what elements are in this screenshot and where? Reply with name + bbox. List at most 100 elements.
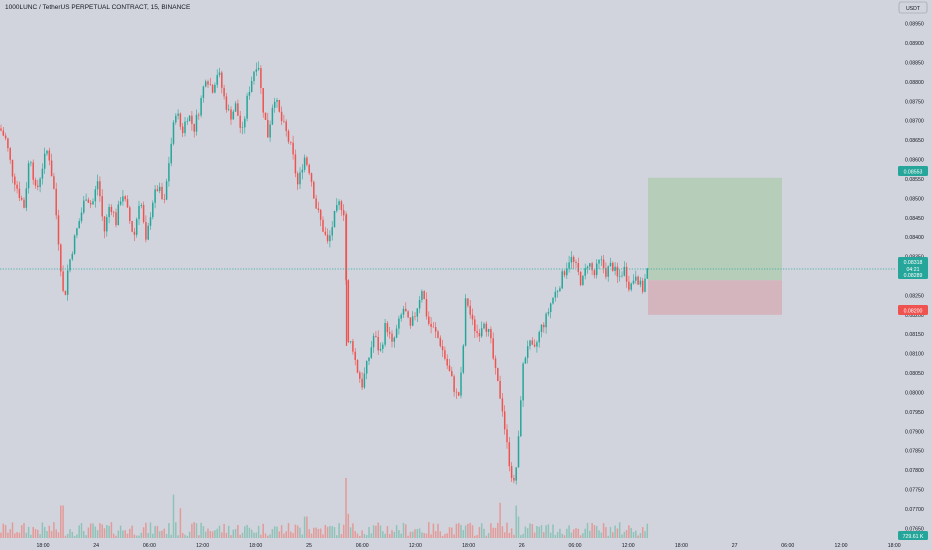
volume-bar <box>382 531 384 538</box>
volume-bar <box>554 535 557 538</box>
volume-bar <box>2 523 5 538</box>
candle-body <box>303 157 306 170</box>
volume-bar <box>294 524 297 538</box>
volume-bar <box>595 525 598 538</box>
candle-body <box>632 280 635 284</box>
candle-body <box>193 123 195 132</box>
candle-body <box>432 326 435 328</box>
candle-body <box>359 372 361 379</box>
candle-body <box>301 169 304 173</box>
volume-bar <box>416 529 419 538</box>
volume-bar <box>248 527 251 538</box>
volume-bar <box>108 525 110 538</box>
candle-body <box>524 357 527 364</box>
volume-bar <box>267 535 269 538</box>
volume-bar <box>448 527 451 538</box>
candle-body <box>602 259 605 268</box>
candle-body <box>586 266 589 269</box>
price-tick-label: 0.07700 <box>905 507 924 513</box>
currency-button[interactable]: USDT <box>898 1 928 14</box>
volume-bar <box>609 527 612 538</box>
candle-body <box>639 280 642 285</box>
candle-body <box>391 333 393 342</box>
candle-body <box>73 235 76 254</box>
volume-bar <box>239 534 241 538</box>
volume-bar <box>531 524 534 538</box>
candle-body <box>237 103 239 116</box>
volume-bar <box>126 533 129 538</box>
price-tick-label: 0.07750 <box>905 487 924 493</box>
volume-bar <box>264 533 267 538</box>
candle-body <box>536 342 538 347</box>
volume-bar <box>138 535 140 538</box>
loss-zone[interactable] <box>648 280 782 315</box>
volume-bar <box>352 523 354 538</box>
volume-bar <box>214 530 216 538</box>
price-tick-label: 0.08000 <box>905 390 924 396</box>
candle-body <box>306 157 308 165</box>
candle-body <box>531 340 534 345</box>
volume-bar <box>211 531 214 538</box>
time-tick-label: 12:00 <box>409 543 422 549</box>
volume-bar <box>630 527 632 538</box>
volume-bar <box>570 532 573 538</box>
candle-body <box>483 323 485 329</box>
candle-body <box>53 176 55 189</box>
candle-body <box>11 159 14 177</box>
volume-bar <box>285 531 287 538</box>
volume-bar <box>154 526 156 538</box>
price-tick-label: 0.08900 <box>905 41 924 47</box>
candle-body <box>179 113 182 127</box>
volume-bar <box>462 530 465 538</box>
volume-bar <box>230 535 232 538</box>
volume-bar <box>278 531 281 538</box>
volume-bar <box>476 534 478 538</box>
volume-bar <box>23 523 25 538</box>
volume-bar <box>483 528 485 538</box>
volume-bar <box>455 523 458 538</box>
candle-body <box>99 181 101 197</box>
candle-body <box>513 478 515 481</box>
candle-body <box>520 400 522 437</box>
volume-bar <box>290 531 292 538</box>
candle-body <box>607 266 609 277</box>
price-tick-label: 0.08650 <box>905 138 924 144</box>
candle-body <box>232 111 235 120</box>
volume-bar <box>27 526 30 538</box>
volume-bar <box>165 534 168 538</box>
time-axis[interactable]: 18:00 24 06:00 12:00 18:00 25 06:00 12:00 18:00 2… <box>37 543 901 549</box>
candle-body <box>375 335 377 337</box>
time-tick-label: 18:00 <box>675 543 688 549</box>
volume-bar <box>520 535 522 538</box>
candle-body <box>177 113 179 116</box>
price-axis[interactable]: 0.08950 0.08900 0.08850 0.08800 0.08750 0.087… <box>905 22 924 533</box>
candle-body <box>421 291 423 300</box>
candle-body <box>119 201 122 205</box>
candle-body <box>315 198 317 209</box>
candle-body <box>490 329 492 339</box>
volume-bar <box>188 531 191 538</box>
volume-bar <box>276 526 278 538</box>
volume-bar <box>115 535 117 538</box>
candle-body <box>285 121 287 132</box>
candle-body <box>503 411 506 430</box>
volume-bar <box>365 535 368 538</box>
candle-body <box>32 162 34 180</box>
profit-zone[interactable] <box>648 177 782 281</box>
candle-body <box>62 271 64 291</box>
volume-bar <box>625 530 628 538</box>
volume-bar <box>170 534 172 538</box>
volume-bar <box>616 528 619 538</box>
volume-bar <box>342 524 345 538</box>
volume-bar <box>501 526 504 538</box>
volume-bar <box>563 535 566 538</box>
candle-body <box>101 196 103 217</box>
candle-body <box>296 173 299 185</box>
candle-body <box>103 216 106 232</box>
candle-body <box>218 72 221 76</box>
candle-body <box>329 235 331 242</box>
volume-bar <box>62 505 64 538</box>
volume-bar <box>119 525 122 538</box>
volume-bar <box>234 529 237 538</box>
